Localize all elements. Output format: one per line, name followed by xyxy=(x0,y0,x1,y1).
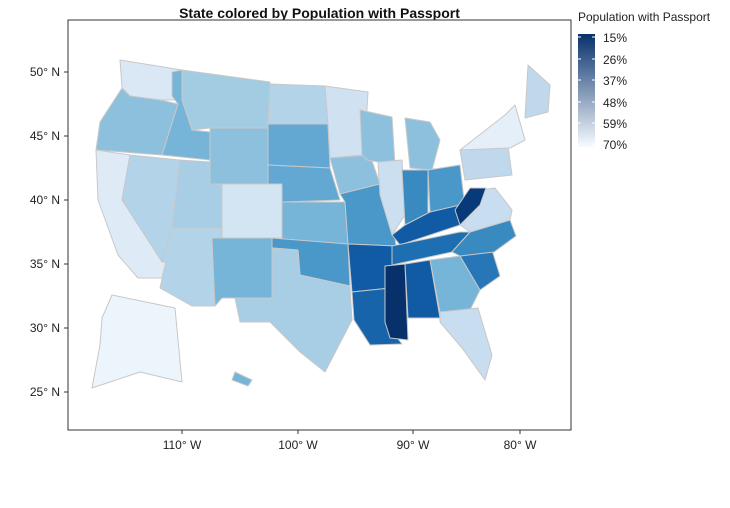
legend-label: 37% xyxy=(603,74,627,88)
y-tick-label: 45° N xyxy=(30,129,60,143)
legend-label: 15% xyxy=(603,31,627,45)
state-north-dakota xyxy=(267,83,329,125)
state-illinois xyxy=(377,159,406,236)
state-oregon xyxy=(95,87,179,156)
x-tick-label: 110° W xyxy=(163,438,202,452)
legend-label: 26% xyxy=(603,53,627,67)
state-west-virginia xyxy=(454,187,487,226)
legend-title: Population with Passport xyxy=(578,10,711,24)
state-alaska xyxy=(91,294,183,389)
legend-label: 59% xyxy=(603,117,627,131)
x-tick-label: 100° W xyxy=(278,438,318,452)
y-axis xyxy=(64,71,68,393)
y-tick-label: 35° N xyxy=(30,257,60,271)
legend-label: 70% xyxy=(603,138,627,152)
state-michigan xyxy=(404,117,441,171)
y-tick-label: 30° N xyxy=(30,321,60,335)
y-tick-label: 50° N xyxy=(30,65,60,79)
state-florida xyxy=(439,307,493,381)
state-mississippi xyxy=(384,263,409,341)
x-tick-label: 80° W xyxy=(504,438,537,452)
state-hawaii xyxy=(231,371,253,387)
state-colorado xyxy=(221,183,283,239)
legend-ticks xyxy=(578,36,595,145)
legend-label: 48% xyxy=(603,96,627,110)
state-kansas xyxy=(281,201,349,245)
x-tick-label: 90° W xyxy=(397,438,430,452)
y-tick-label: 40° N xyxy=(30,193,60,207)
state-wyoming xyxy=(209,127,269,185)
states-layer xyxy=(91,59,551,389)
state-georgia xyxy=(429,255,481,313)
state-new-york xyxy=(459,104,526,151)
state-wisconsin xyxy=(359,109,396,166)
state-texas xyxy=(234,247,353,373)
state-new-mexico xyxy=(211,237,273,307)
legend-colorbar xyxy=(578,34,595,147)
state-south-dakota xyxy=(267,123,331,169)
state-pennsylvania xyxy=(459,145,513,181)
x-axis xyxy=(181,430,521,434)
map-title: State colored by Population with Passpor… xyxy=(179,5,460,21)
y-tick-label: 25° N xyxy=(30,385,60,399)
state-maine xyxy=(524,64,551,119)
